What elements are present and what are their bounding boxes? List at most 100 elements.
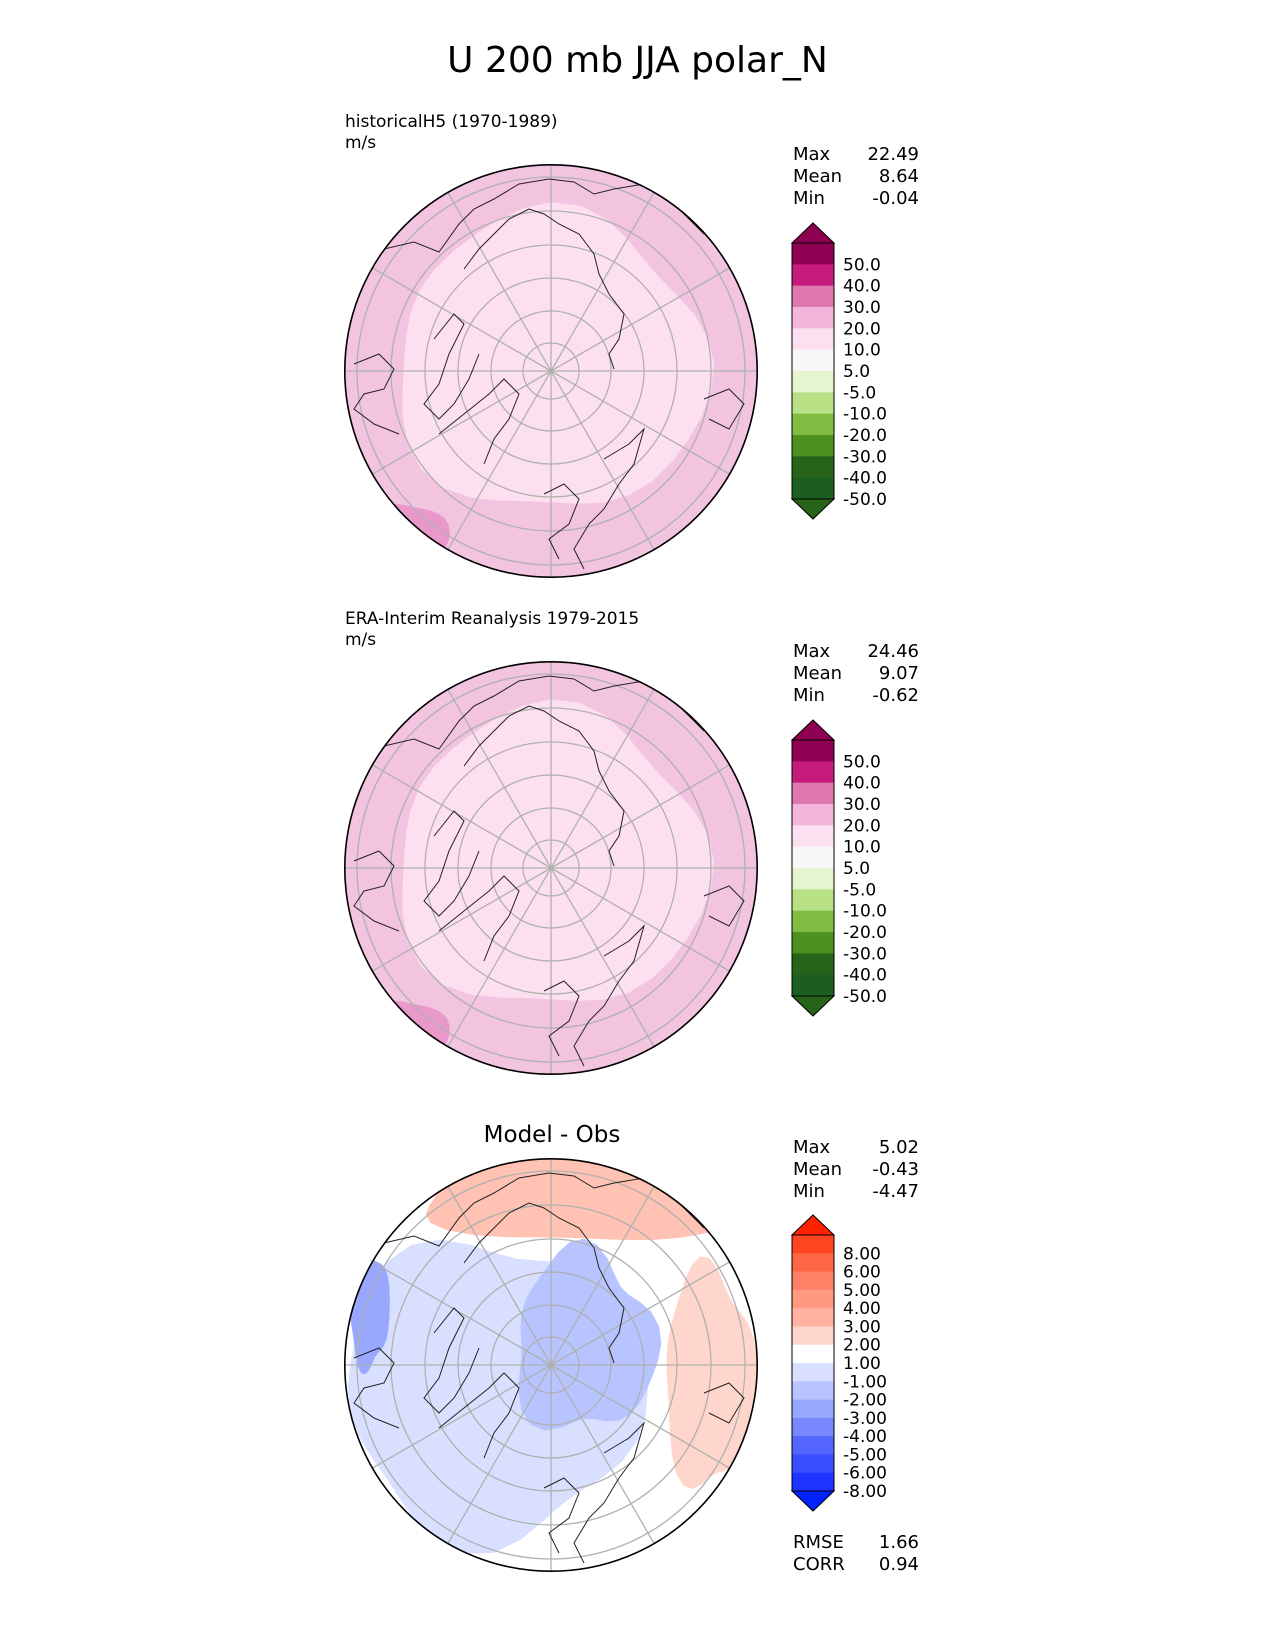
stat-label: Mean (793, 166, 843, 187)
colorbar-segment (792, 1417, 834, 1437)
colorbar-segment (792, 1308, 834, 1327)
colorbar-segment (792, 782, 834, 805)
chart-title: U 200 mb JJA polar_N (447, 40, 828, 81)
stat-max: Max 22.49 (793, 144, 919, 166)
stat-label: Min (793, 188, 825, 209)
colorbar-under-triangle (790, 498, 836, 520)
colorbar-segment (792, 910, 834, 933)
stat-label: Min (793, 1181, 825, 1202)
panel2-map (344, 661, 758, 1075)
stat-value: 5.02 (878, 1137, 919, 1158)
colorbar-segment (792, 1271, 834, 1291)
colorbar-segment (792, 435, 834, 457)
colorbar-tick-label: 30.0 (843, 298, 881, 318)
colorbar-tick-label: -20.0 (843, 426, 887, 446)
colorbar-tick-label: 5.0 (843, 859, 870, 879)
colorbar-segment (792, 932, 834, 954)
colorbar-segment (792, 413, 834, 436)
panel3-colorbar: 8.006.005.004.003.002.001.00-1.00-2.00-3… (790, 1214, 887, 1512)
metric-corr: CORR 0.94 (793, 1554, 919, 1576)
colorbar-tick-label: -1.00 (843, 1372, 887, 1392)
colorbar-segment (792, 1326, 834, 1346)
colorbar-segment (792, 804, 834, 826)
graticule (344, 1158, 758, 1572)
colorbar-segment (792, 477, 834, 500)
colorbar-segment (792, 328, 834, 350)
colorbar-segment (792, 1289, 834, 1309)
colorbar-tick-label: 20.0 (843, 319, 881, 339)
colorbar-tick-label: -3.00 (843, 1409, 887, 1429)
stat-max: Max 24.46 (793, 641, 919, 663)
stat-label: Max (793, 144, 831, 165)
colorbar-tick-label: 1.00 (843, 1354, 881, 1374)
stat-value: 9.07 (878, 663, 919, 684)
stat-label: Mean (793, 663, 843, 684)
colorbar-segment (792, 889, 834, 911)
colorbar-segment (792, 761, 834, 783)
panel1-map (344, 164, 758, 578)
stat-label: Max (793, 1137, 831, 1158)
colorbar-tick-label: -2.00 (843, 1391, 887, 1411)
colorbar-segment (792, 974, 834, 997)
colorbar-segment (792, 740, 834, 762)
stat-label: Mean (793, 1159, 843, 1180)
panel3-stats: Max 5.02 Mean -0.43 Min -4.47 (793, 1137, 919, 1203)
stat-mean: Mean -0.43 (793, 1159, 919, 1181)
stat-value: 8.64 (878, 166, 919, 187)
colorbar-tick-label: -10.0 (843, 405, 887, 425)
stat-label: Min (793, 685, 825, 706)
colorbar-segment (792, 868, 834, 890)
colorbar-segment (792, 953, 834, 975)
panel1-stats: Max 22.49 Mean 8.64 Min -0.04 (793, 144, 919, 210)
panel2-case: ERA-Interim Reanalysis 1979-2015 (345, 609, 640, 629)
panel2-colorbar: 50.040.030.020.010.05.0-5.0-10.0-20.0-30… (790, 719, 887, 1017)
colorbar-tick-label: 50.0 (843, 752, 881, 772)
stat-value: -0.62 (872, 685, 919, 706)
colorbar-tick-label: 40.0 (843, 774, 881, 794)
graticule (344, 661, 758, 1075)
colorbar-tick-label: -8.00 (843, 1482, 887, 1502)
stat-value: 0.94 (878, 1554, 919, 1575)
colorbar-segment (792, 456, 834, 478)
stat-min: Min -0.62 (793, 685, 919, 707)
panel2-stats: Max 24.46 Mean 9.07 Min -0.62 (793, 641, 919, 707)
stat-mean: Mean 8.64 (793, 166, 919, 188)
colorbar-tick-label: -5.00 (843, 1445, 887, 1465)
colorbar-over-triangle (790, 1214, 836, 1236)
colorbar-tick-label: -5.0 (843, 383, 876, 403)
colorbar-segment (792, 1454, 834, 1474)
stat-value: 24.46 (867, 641, 919, 662)
colorbar-tick-label: 6.00 (843, 1263, 881, 1283)
colorbar-tick-label: -40.0 (843, 469, 887, 489)
colorbar-segment (792, 1235, 834, 1254)
stat-value: 22.49 (867, 144, 919, 165)
colorbar-segment (792, 371, 834, 393)
stat-value: -0.43 (872, 1159, 919, 1180)
graticule (344, 164, 758, 578)
map-boundary (344, 1158, 758, 1572)
colorbar-segment (792, 1436, 834, 1455)
colorbar-tick-label: -50.0 (843, 490, 887, 510)
colorbar-tick-label: -4.00 (843, 1427, 887, 1447)
stat-max: Max 5.02 (793, 1137, 919, 1159)
colorbar-tick-label: -5.0 (843, 880, 876, 900)
colorbar-tick-label: -50.0 (843, 987, 887, 1007)
field-region-jet-core (359, 1000, 450, 1063)
panel1-title: historicalH5 (1970-1989) m/s (345, 112, 558, 154)
colorbar-segment (792, 825, 834, 847)
stat-label: Max (793, 641, 831, 662)
stat-value: -4.47 (872, 1181, 919, 1202)
colorbar-segment (792, 392, 834, 414)
colorbar-segment (792, 1381, 834, 1400)
colorbar-tick-label: -30.0 (843, 944, 887, 964)
stat-min: Min -0.04 (793, 188, 919, 210)
map-boundary (344, 164, 758, 578)
colorbar-under-triangle (790, 1490, 836, 1512)
colorbar-over-triangle (790, 222, 836, 244)
colorbar-segment (792, 846, 834, 869)
colorbar-segment (792, 349, 834, 372)
colorbar-segment (792, 285, 834, 308)
colorbar-tick-label: 10.0 (843, 838, 881, 858)
colorbar-segment (792, 1253, 834, 1272)
colorbar-tick-label: 4.00 (843, 1299, 881, 1319)
